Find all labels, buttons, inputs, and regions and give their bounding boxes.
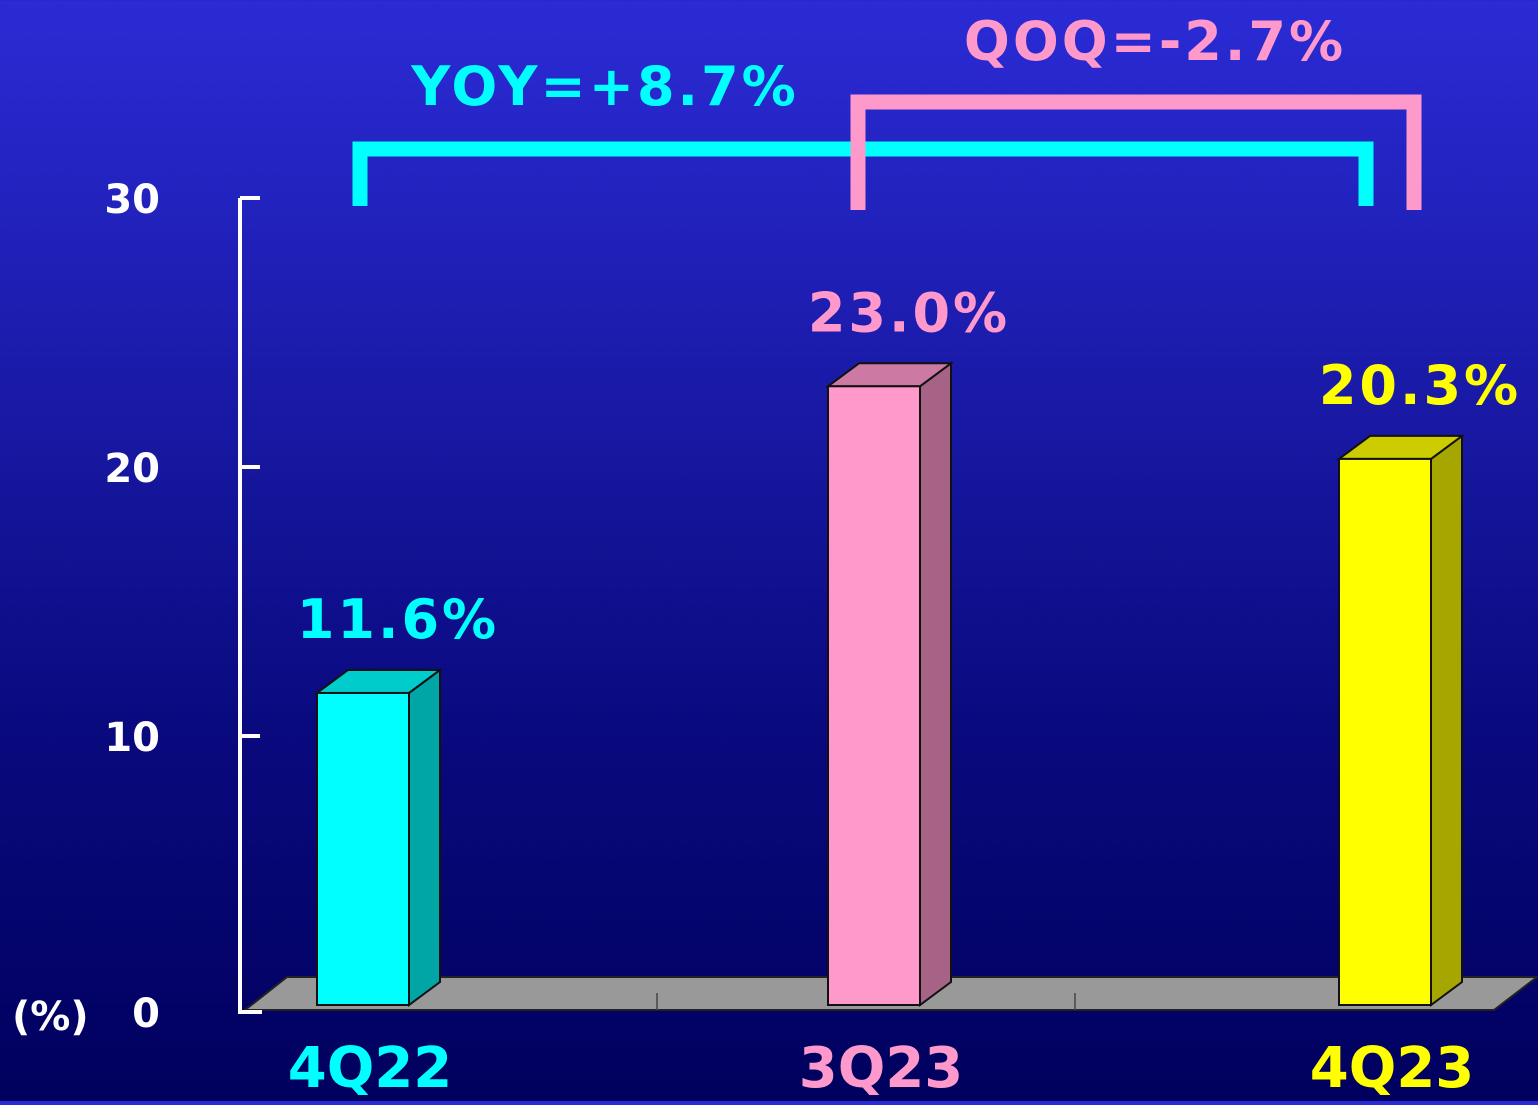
- value-label-3q23: 23.0%: [808, 281, 1010, 344]
- bar-side-4q22: [408, 667, 441, 1007]
- annotation-qoq: QOQ=-2.7%: [964, 10, 1346, 73]
- bar-front-4q22: [316, 691, 410, 1007]
- bar-4q22: [313, 667, 444, 1007]
- y-tick-label-20: 20: [104, 446, 160, 492]
- category-label-4q22: 4Q22: [288, 1036, 453, 1101]
- y-tick-label-30: 30: [104, 177, 160, 223]
- value-label-4q23: 20.3%: [1319, 354, 1521, 417]
- y-tick-label-10: 10: [104, 715, 160, 761]
- bars-group: [313, 361, 1466, 1007]
- annotation-yoy: YOY=+8.7%: [410, 55, 799, 118]
- y-axis-group: 0 10 20 30 (%): [12, 177, 262, 1040]
- bar-3q23: [824, 361, 955, 1007]
- bar-4q23: [1335, 433, 1466, 1007]
- category-label-3q23: 3Q23: [799, 1036, 964, 1101]
- annotations-group: YOY=+8.7% QOQ=-2.7%: [352, 10, 1422, 210]
- y-unit-label: (%): [12, 994, 89, 1040]
- bar-side-4q23: [1430, 433, 1463, 1007]
- bar-side-3q23: [919, 361, 952, 1007]
- bracket-qoq: [850, 94, 1422, 210]
- bar-front-3q23: [827, 385, 921, 1006]
- labels-group: 11.6% 4Q22 23.0% 3Q23 20.3% 4Q23: [288, 281, 1521, 1101]
- y-tick-label-0: 0: [132, 991, 160, 1037]
- category-label-4q23: 4Q23: [1310, 1036, 1475, 1101]
- value-label-4q22: 11.6%: [297, 588, 499, 651]
- bar-front-4q23: [1338, 457, 1432, 1006]
